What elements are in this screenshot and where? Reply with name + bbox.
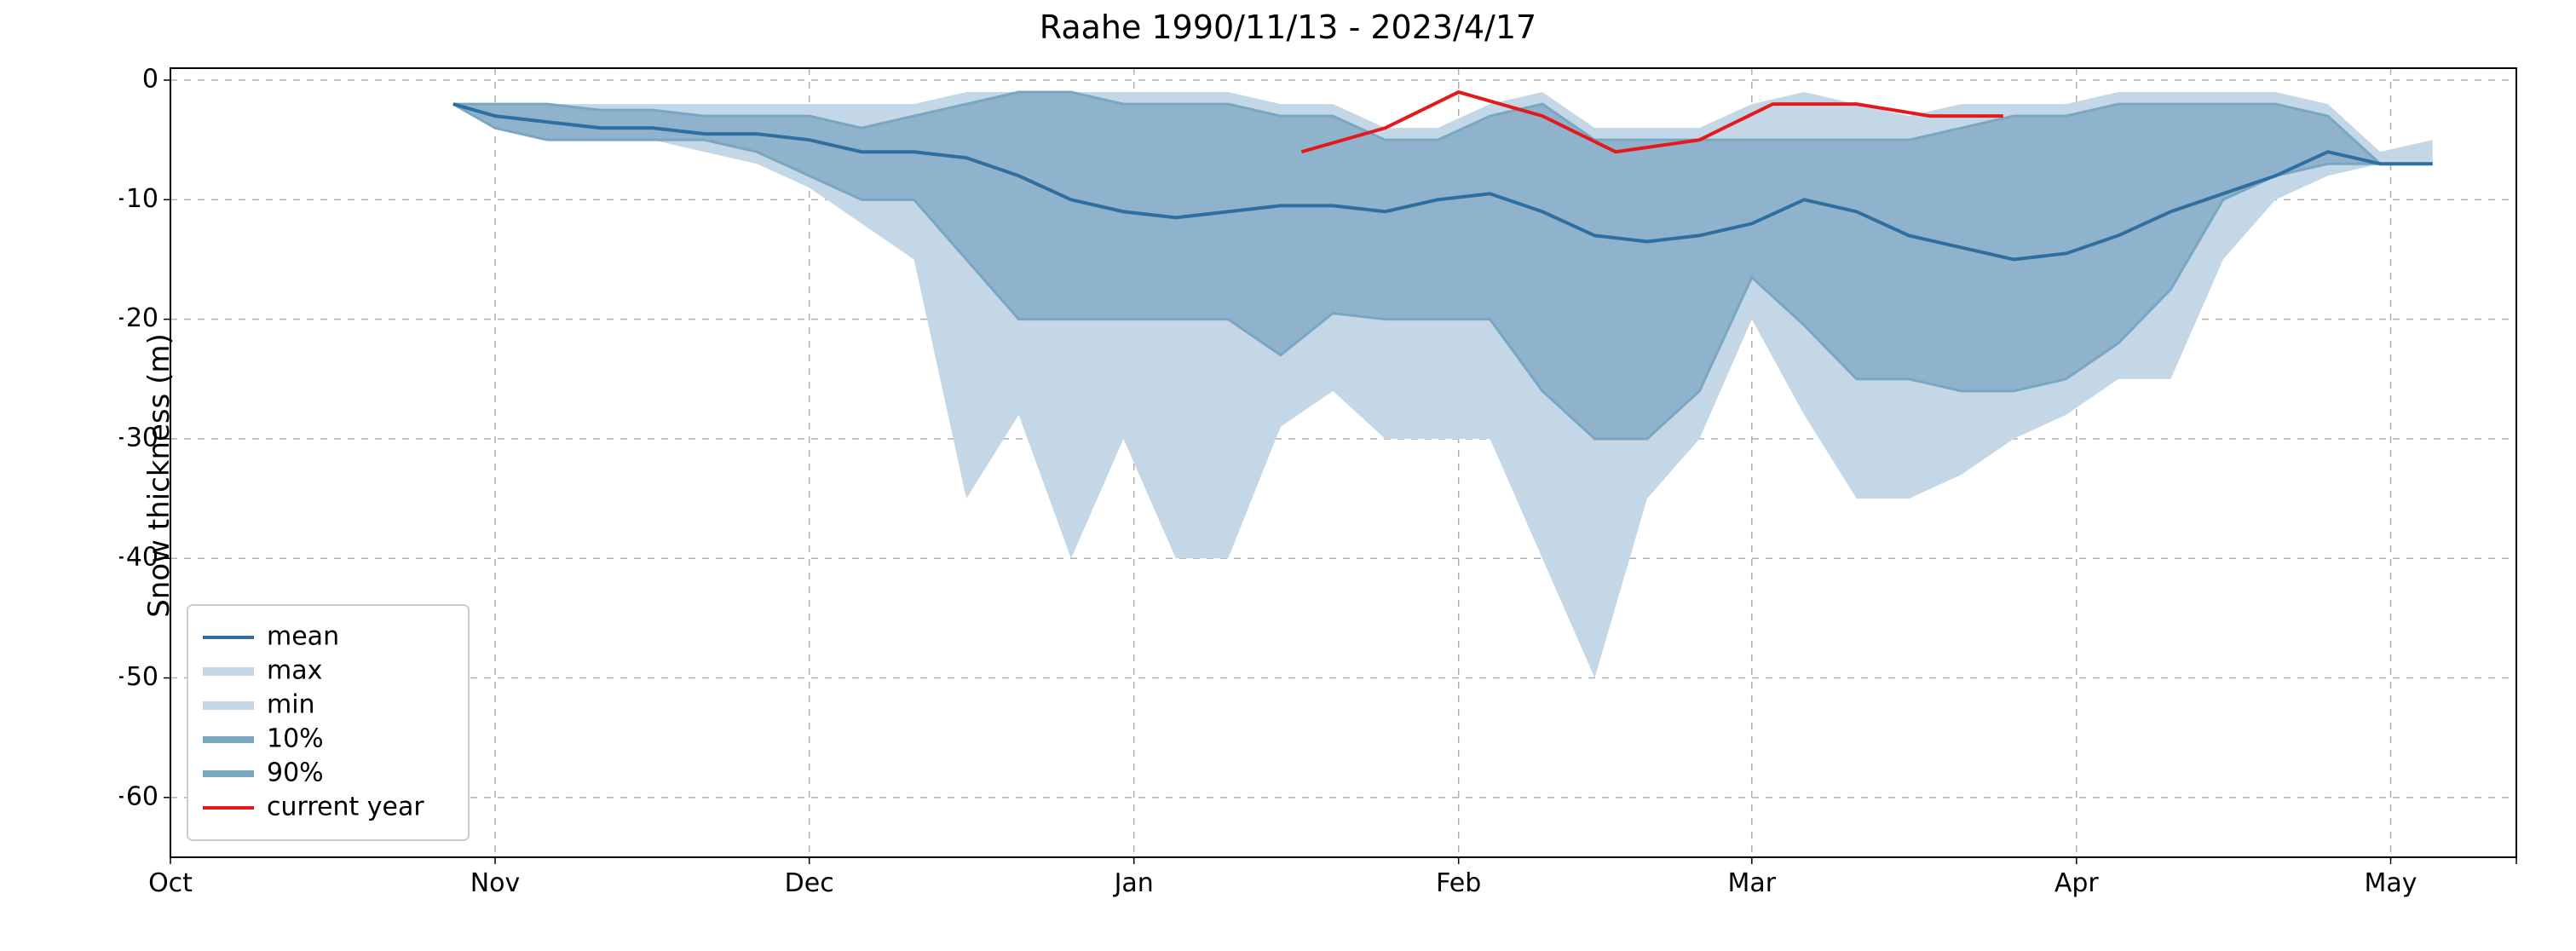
legend-label: max xyxy=(267,656,322,686)
legend-label: 10% xyxy=(267,724,324,754)
x-tick-label: Oct xyxy=(148,868,193,898)
x-tick-label: Dec xyxy=(785,868,834,898)
x-tick-label: Nov xyxy=(470,868,521,898)
chart-container: Raahe 1990/11/13 - 2023/4/17 Snow thickn… xyxy=(0,0,2576,951)
legend-label: min xyxy=(267,690,315,720)
y-tick-label: −50 xyxy=(119,662,158,692)
legend-label: mean xyxy=(267,622,339,652)
legend-label: current year xyxy=(267,792,424,822)
y-tick-label: 0 xyxy=(142,65,158,95)
x-tick-label: Feb xyxy=(1436,868,1481,898)
y-tick-label: −20 xyxy=(119,303,158,333)
legend: mean max min 10% 90% current year xyxy=(187,605,469,840)
y-tick-label: −60 xyxy=(119,781,158,811)
x-tick-label: Apr xyxy=(2054,868,2100,898)
y-axis-label: Snow thickness (m) xyxy=(142,333,176,618)
chart-title: Raahe 1990/11/13 - 2023/4/17 xyxy=(0,9,2576,46)
x-tick-label: Mar xyxy=(1728,868,1777,898)
y-tick-label: −10 xyxy=(119,184,158,214)
x-tick-label: Jan xyxy=(1113,868,1154,898)
plot-area: 0−10−20−30−40−50−60OctNovDecJanFebMarApr… xyxy=(119,26,2542,917)
x-tick-label: May xyxy=(2365,868,2418,898)
legend-label: 90% xyxy=(267,758,324,788)
